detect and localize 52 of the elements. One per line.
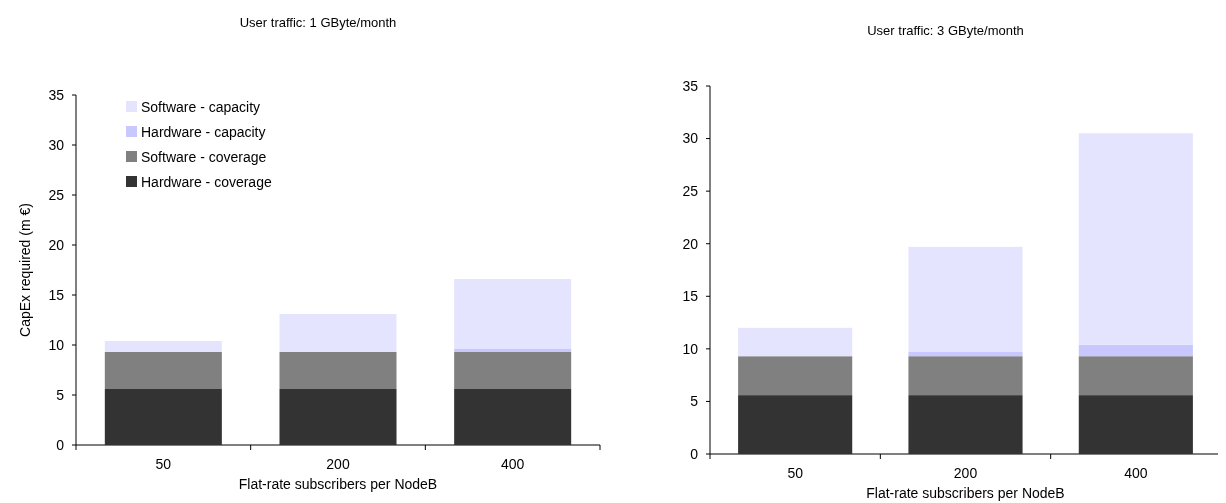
y-tick-label: 25 xyxy=(48,186,65,203)
chart-title: User traffic: 1 GByte/month xyxy=(239,15,397,30)
bar xyxy=(908,352,1023,357)
legend-label: Hardware - coverage xyxy=(141,173,272,190)
legend-label: Hardware - capacity xyxy=(141,123,266,140)
bar xyxy=(454,352,572,389)
y-tick-label: 30 xyxy=(682,130,699,147)
y-tick-label: 20 xyxy=(682,235,699,252)
bar xyxy=(454,389,572,445)
y-tick-label: 5 xyxy=(690,393,699,410)
x-tick-label: 50 xyxy=(155,456,172,472)
bar xyxy=(279,352,397,389)
bar xyxy=(908,356,1023,396)
y-tick-label: 0 xyxy=(690,445,699,462)
bar xyxy=(738,327,853,357)
y-tick-label: 10 xyxy=(682,340,699,357)
bar xyxy=(908,246,1023,353)
bar xyxy=(454,349,572,352)
bar xyxy=(104,341,222,352)
y-tick-label: 5 xyxy=(56,386,65,403)
bar xyxy=(279,389,397,445)
bar xyxy=(738,395,853,454)
bar xyxy=(1078,395,1193,454)
x-tick-label: 400 xyxy=(1124,465,1148,481)
bar xyxy=(454,279,572,349)
legend-label: Software - coverage xyxy=(141,148,267,165)
x-tick-label: 200 xyxy=(326,456,350,472)
x-tick-label: 50 xyxy=(787,465,804,481)
bar xyxy=(104,389,222,445)
x-tick-label: 200 xyxy=(953,465,978,481)
y-tick-label: 35 xyxy=(682,77,699,94)
y-tick-label: 25 xyxy=(682,183,699,200)
bar xyxy=(1078,344,1193,357)
bar xyxy=(908,395,1023,454)
y-tick-label: 10 xyxy=(48,336,65,353)
bar xyxy=(279,314,397,352)
y-tick-label: 0 xyxy=(56,436,65,453)
y-axis-title: CapEx required (m €) xyxy=(17,203,33,337)
x-axis-title: Flat-rate subscribers per NodeB xyxy=(238,476,438,492)
y-tick-label: 35 xyxy=(48,86,65,103)
bar xyxy=(1078,133,1193,345)
x-axis-title: Flat-rate subscribers per NodeB xyxy=(866,485,1065,501)
y-tick-label: 15 xyxy=(682,288,699,305)
bar xyxy=(104,352,222,389)
chart-title: User traffic: 3 GByte/month xyxy=(867,23,1024,38)
x-tick-label: 400 xyxy=(500,456,525,472)
y-tick-label: 15 xyxy=(48,286,65,303)
bar xyxy=(738,356,853,396)
bar xyxy=(1078,356,1193,396)
legend-label: Software - capacity xyxy=(141,98,261,115)
y-tick-label: 30 xyxy=(48,136,65,153)
y-tick-label: 20 xyxy=(48,236,65,253)
